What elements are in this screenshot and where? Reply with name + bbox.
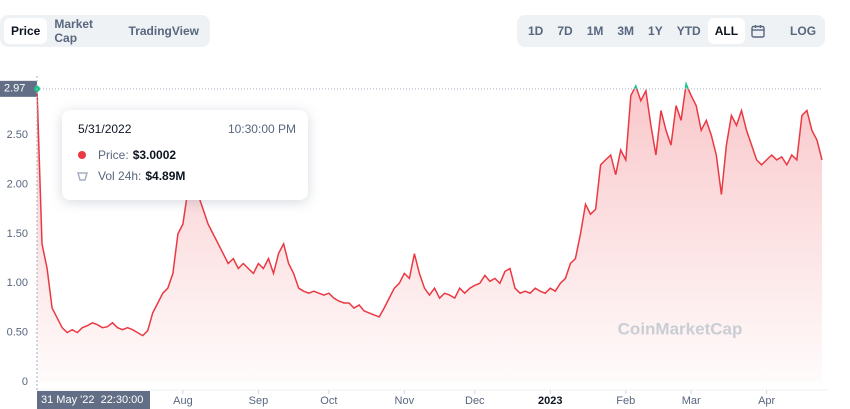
range[interactable]: 1M [586, 24, 604, 38]
reference-label: 2.97 [4, 83, 25, 95]
tab[interactable]: Price [4, 18, 48, 44]
x-tick-label: Nov [395, 395, 415, 407]
price-dot [78, 151, 86, 159]
y-tick-label: 2.00 [7, 178, 28, 190]
tooltip-price-row: Price: $3.0002 [78, 148, 176, 162]
x-tick-label: Mar [682, 395, 701, 407]
tab[interactable]: TradingView [128, 24, 199, 38]
range[interactable]: 1Y [648, 24, 663, 38]
x-tick-label: Apr [758, 395, 775, 407]
range[interactable]: 1D [528, 24, 544, 38]
y-tick-label: 0 [22, 376, 28, 388]
price-label: Price: [98, 148, 129, 162]
chart-type-tabs: Price Market Cap TradingView [0, 15, 210, 47]
tooltip-time: 10:30:00 PM [227, 122, 296, 136]
x-tick-label: Dec [465, 395, 485, 407]
y-tick-label: 1.50 [7, 228, 28, 240]
log-toggle[interactable]: LOG [790, 24, 817, 38]
x-tick-label: 2023 [538, 395, 562, 407]
range[interactable]: 7D [557, 24, 573, 38]
crosshair-tag [37, 391, 150, 409]
tooltip: 5/31/2022 10:30:00 PM Price: $3.0002 Vol… [62, 110, 308, 200]
x-tick-label: Sep [249, 395, 269, 407]
price-line [36, 88, 823, 337]
range[interactable]: 3M [617, 24, 635, 38]
area [37, 83, 822, 383]
watermark: CoinMarketCap [618, 319, 743, 338]
reference-tag [0, 80, 37, 97]
crosshair-label: 31 May '22 22:30:00 [41, 394, 143, 406]
volume-icon [77, 171, 88, 181]
x-tick-label: Aug [173, 395, 193, 407]
tooltip-volume-row: Vol 24h: $4.89M [77, 169, 185, 183]
y-tick-label: 2.50 [7, 129, 28, 141]
range[interactable]: YTD [676, 24, 701, 38]
y-tick-label: 1.00 [7, 277, 28, 289]
tooltip-date: 5/31/2022 [78, 122, 132, 136]
range[interactable]: ALL [707, 18, 746, 44]
x-tick-label: Oct [320, 395, 337, 407]
x-tick-label: Feb [616, 395, 635, 407]
range-tabs: 1D 7D 1M 3M 1Y YTD ALL LOG [517, 15, 825, 47]
calendar-icon [751, 25, 765, 38]
price-value: $3.0002 [132, 148, 177, 162]
volume-label: Vol 24h: [98, 169, 142, 183]
volume-value: $4.89M [145, 169, 186, 183]
tab[interactable]: Market Cap [54, 17, 94, 45]
y-tick-label: 0.50 [7, 327, 28, 339]
calendar-button[interactable] [745, 20, 771, 42]
